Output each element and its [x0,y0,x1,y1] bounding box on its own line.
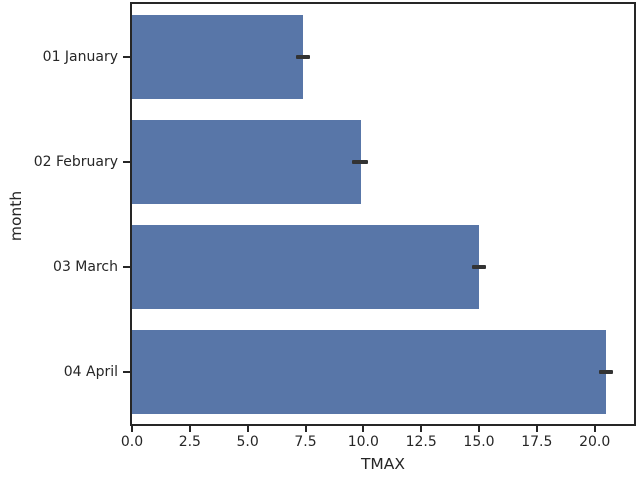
y-tick-label: 04 April [63,363,118,380]
error-bar-3 [472,264,486,269]
x-tick-mark [420,426,423,432]
x-tick-label: 0.0 [120,434,144,450]
x-tick-label: 15.0 [463,434,495,450]
x-tick-label: 20.0 [579,434,611,450]
x-axis-label: TMAX [360,455,406,473]
y-tick-mark [123,160,130,163]
x-tick-label: 2.5 [178,434,201,450]
bar-03-march [132,224,479,309]
x-tick-mark [304,426,307,432]
x-tick-mark [188,426,191,432]
x-tick-mark [478,426,480,432]
x-tick-mark [535,426,538,432]
x-tick-mark [593,426,596,432]
y-tick-mark [123,265,130,268]
x-tick-mark [246,426,249,432]
x-tick-label: 17.5 [521,434,553,450]
bar-01-january [132,14,304,99]
x-tick-mark [362,426,365,432]
y-axis-label: month [7,190,25,242]
y-tick-label: 01 January [42,48,118,65]
y-tick-label: 02 February [33,153,118,170]
x-tick-label: 7.5 [294,434,317,450]
bar-02-february [132,119,362,204]
x-tick-label: 10.0 [347,434,379,450]
y-tick-mark [123,55,130,58]
error-bar-1 [296,54,311,59]
bar-04-april [132,329,607,414]
error-bar-4 [599,369,614,374]
x-tick-mark [131,426,133,432]
x-tick-label: 5.0 [236,434,259,450]
x-tick-label: 12.5 [405,434,437,450]
plot-area [130,2,636,426]
error-bar-2 [351,159,368,164]
y-tick-label: 03 March [53,258,118,275]
y-tick-mark [123,370,130,373]
